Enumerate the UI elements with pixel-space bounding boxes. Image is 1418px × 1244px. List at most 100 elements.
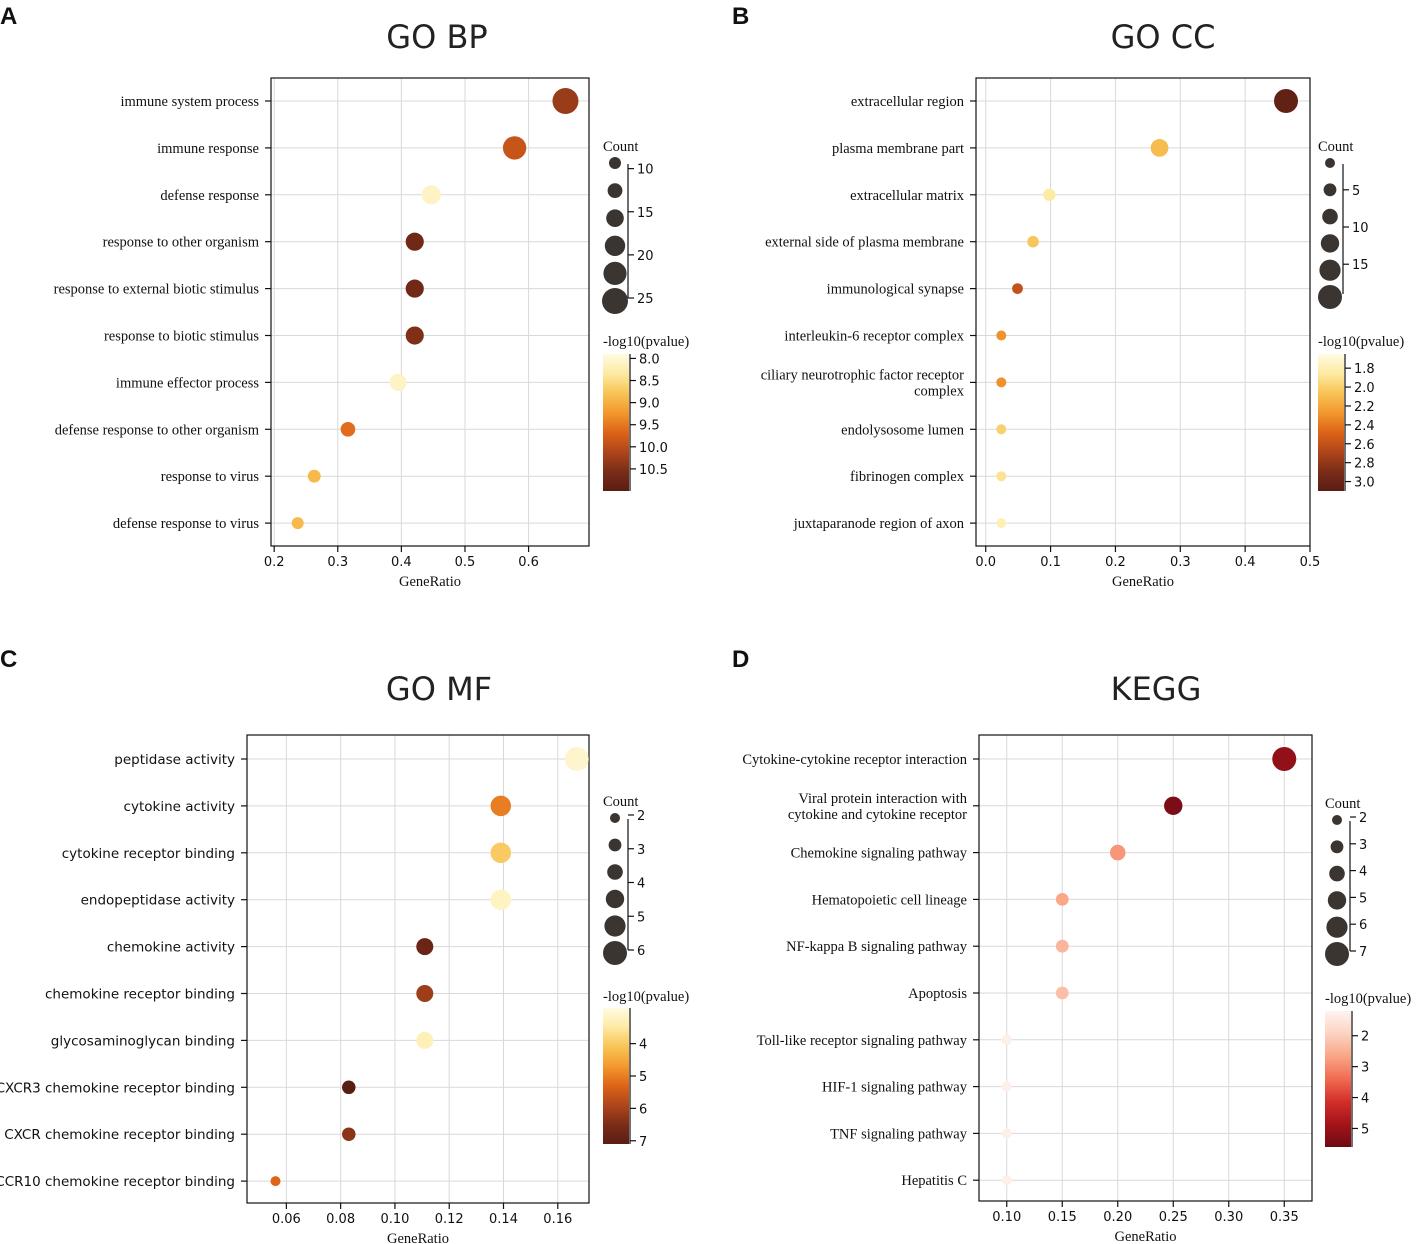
data-point bbox=[421, 185, 441, 205]
data-point bbox=[416, 1031, 434, 1049]
color-legend-title: -log10(pvalue) bbox=[603, 334, 689, 350]
y-tick-label: response to external biotic stimulus bbox=[54, 282, 260, 298]
size-legend-bubble bbox=[1329, 865, 1345, 882]
size-legend-bubble bbox=[610, 813, 620, 823]
size-legend-label: 5 bbox=[637, 910, 645, 925]
y-tick-label: response to virus bbox=[161, 469, 260, 485]
colorbar bbox=[603, 1008, 629, 1144]
size-legend-title: Count bbox=[603, 139, 638, 155]
size-legend-bubble bbox=[609, 157, 621, 169]
panel-letter: A bbox=[0, 3, 17, 30]
y-tick-label: CCR10 chemokine receptor binding bbox=[0, 1174, 235, 1190]
size-legend-bubble bbox=[604, 235, 626, 256]
data-point bbox=[490, 889, 512, 910]
colorbar-label: 3.0 bbox=[1354, 476, 1375, 491]
panel-B: B GO CC 0.0 0.1 0.2 0.3 0.4 0.5 GeneRatio extrace… bbox=[732, 3, 1404, 590]
size-legend-bubble bbox=[1325, 942, 1349, 966]
x-tick-label: 0.35 bbox=[1270, 1210, 1299, 1225]
y-tick-label: chemokine receptor binding bbox=[45, 987, 235, 1003]
y-tick-label: response to biotic stimulus bbox=[104, 329, 259, 345]
plot-frame bbox=[978, 734, 1313, 1202]
x-axis-title: GeneRatio bbox=[387, 1231, 449, 1244]
y-tick-label: CXCR chemokine receptor binding bbox=[4, 1127, 235, 1143]
size-legend-bubble bbox=[1330, 840, 1344, 854]
data-point bbox=[490, 842, 512, 864]
plot-frame bbox=[975, 77, 1311, 547]
y-tick-label: ciliary neurotrophic factor receptor comp… bbox=[761, 367, 965, 399]
x-tick-label: 0.20 bbox=[1103, 1210, 1132, 1225]
colorbar-label: 10.0 bbox=[639, 441, 668, 456]
y-tick-label: peptidase activity bbox=[114, 752, 235, 768]
x-tick-label: 0.14 bbox=[489, 1212, 518, 1227]
grid-lines bbox=[979, 735, 1312, 1201]
x-tick-label: 0.2 bbox=[1105, 555, 1126, 570]
colorbar-label: 4 bbox=[639, 1038, 647, 1053]
data-point bbox=[1150, 139, 1169, 157]
x-tick-label: 0.30 bbox=[1214, 1210, 1243, 1225]
panel-title: GO MF bbox=[386, 670, 492, 708]
y-tick-label: Cytokine-cytokine receptor interaction bbox=[742, 752, 967, 768]
y-tick-label: immunological synapse bbox=[827, 282, 964, 298]
data-point bbox=[416, 985, 434, 1002]
data-point bbox=[389, 373, 407, 392]
y-tick-label-line: ciliary neurotrophic factor receptor bbox=[761, 367, 964, 383]
data-point bbox=[1027, 235, 1039, 248]
y-tick-label: Viral protein interaction with cytokine a… bbox=[788, 791, 968, 823]
x-axis-title: GeneRatio bbox=[399, 574, 461, 590]
y-tick-label: chemokine activity bbox=[107, 940, 235, 956]
panel-title: KEGG bbox=[1111, 670, 1202, 708]
x-tick-label: 0.25 bbox=[1159, 1210, 1188, 1225]
x-tick-label: 0.16 bbox=[543, 1212, 572, 1227]
y-tick-label: NF-kappa B signaling pathway bbox=[786, 939, 968, 955]
y-tick-label: extracellular matrix bbox=[850, 188, 965, 204]
size-legend-bubble bbox=[608, 838, 622, 852]
x-tick-label: 0.06 bbox=[272, 1212, 301, 1227]
x-tick-label: 0.0 bbox=[975, 555, 996, 570]
y-tick-label: Chemokine signaling pathway bbox=[791, 846, 968, 862]
grid-lines bbox=[976, 78, 1311, 546]
x-axis-title: GeneRatio bbox=[1112, 574, 1174, 590]
size-legend-bubble bbox=[605, 889, 625, 909]
data-point bbox=[1043, 188, 1056, 201]
y-tick-label: glycosaminoglycan binding bbox=[51, 1033, 235, 1049]
y-tick-label: defense response to virus bbox=[113, 516, 260, 532]
size-legend-bubble bbox=[1326, 916, 1348, 938]
colorbar-label: 9.5 bbox=[639, 419, 660, 434]
y-tick-label-line: complex bbox=[914, 383, 965, 399]
x-tick-label: 0.4 bbox=[1235, 555, 1256, 570]
y-tick-label: Hepatitis C bbox=[901, 1173, 967, 1189]
data-point bbox=[1055, 893, 1069, 906]
colorbar-label: 9.0 bbox=[639, 397, 660, 412]
data-point bbox=[1109, 844, 1126, 861]
panel-letter: C bbox=[0, 646, 17, 673]
y-tick-label: juxtaparanode region of axon bbox=[793, 516, 965, 532]
data-point bbox=[996, 424, 1007, 435]
size-legend-bubble bbox=[1320, 234, 1340, 253]
panel-C: C GO MF 0.06 0.08 0.10 0.12 0.14 0.16 GeneRatio p… bbox=[0, 646, 689, 1244]
data-point bbox=[1001, 1128, 1012, 1139]
y-tick-label: endopeptidase activity bbox=[81, 893, 235, 909]
x-tick-label: 0.6 bbox=[518, 555, 539, 570]
data-point bbox=[416, 938, 434, 956]
size-legend-label: 4 bbox=[1359, 865, 1367, 880]
size-legend-label: 15 bbox=[637, 206, 654, 221]
colorbar-label: 3 bbox=[1361, 1061, 1369, 1076]
size-legend-bubble bbox=[1322, 208, 1338, 225]
y-tick-label: Apoptosis bbox=[908, 986, 967, 1002]
data-point bbox=[502, 136, 527, 160]
colorbar-label: 2.0 bbox=[1354, 381, 1375, 396]
colorbar-label: 7 bbox=[639, 1135, 647, 1150]
color-legend-title: -log10(pvalue) bbox=[603, 989, 689, 1005]
data-point bbox=[342, 1080, 356, 1095]
data-point bbox=[490, 795, 512, 817]
data-point bbox=[552, 88, 579, 114]
size-legend-bubble bbox=[1332, 815, 1342, 825]
y-tick-label: TNF signaling pathway bbox=[830, 1126, 968, 1142]
data-point bbox=[1164, 796, 1183, 815]
size-legend-title: Count bbox=[1318, 139, 1353, 155]
data-point bbox=[1012, 283, 1023, 294]
data-point bbox=[564, 747, 589, 771]
size-legend-title: Count bbox=[1325, 796, 1360, 812]
grid-lines bbox=[271, 78, 589, 546]
panel-title: GO BP bbox=[386, 18, 487, 56]
